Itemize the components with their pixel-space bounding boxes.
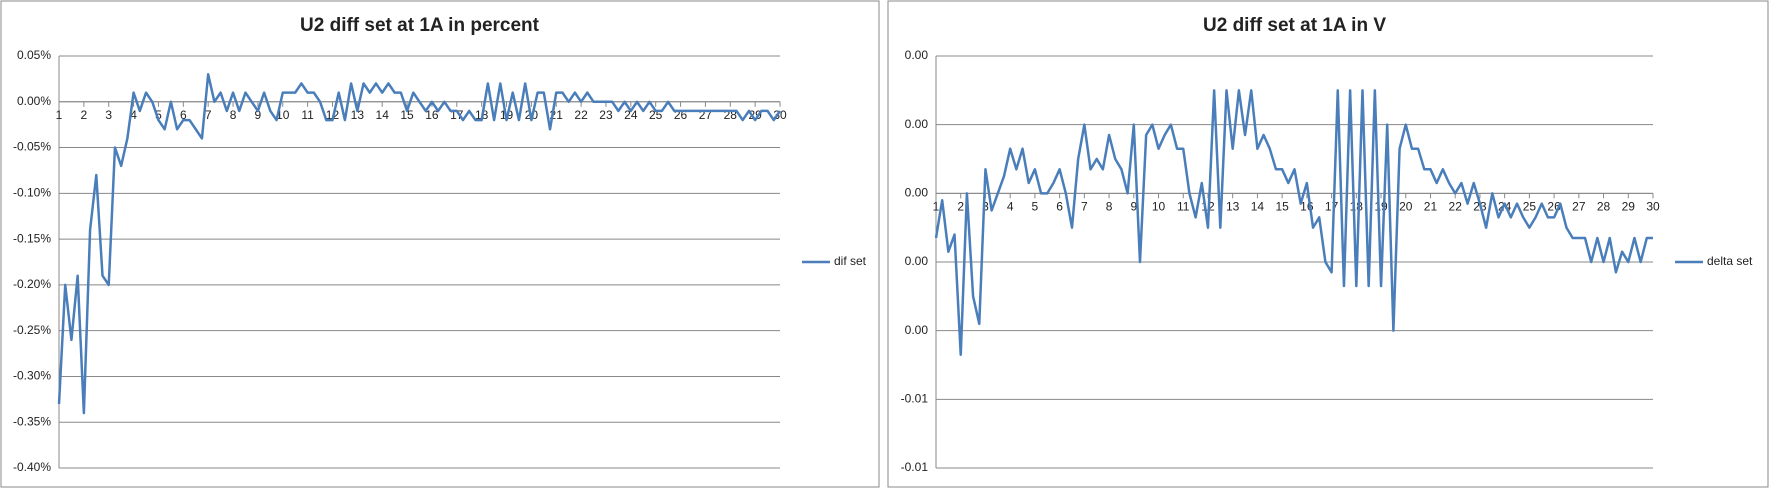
x-tick-label: 11 bbox=[301, 108, 314, 122]
x-tick-label: 5 bbox=[1032, 200, 1039, 214]
y-tick-label: -0.40% bbox=[13, 460, 51, 474]
x-tick-label: 3 bbox=[982, 200, 989, 214]
x-tick-label: 16 bbox=[425, 108, 439, 122]
legend-label: delta set bbox=[1707, 254, 1753, 268]
y-tick-label: 0.00 bbox=[905, 117, 929, 131]
y-tick-label: -0.01 bbox=[901, 460, 929, 474]
y-tick-label: -0.30% bbox=[13, 369, 51, 383]
x-tick-label: 4 bbox=[130, 108, 137, 122]
x-tick-label: 3 bbox=[105, 108, 112, 122]
y-tick-label: 0.00 bbox=[905, 48, 929, 62]
y-tick-label: 0.00 bbox=[905, 254, 929, 268]
x-tick-label: 8 bbox=[1106, 200, 1113, 214]
y-tick-label: -0.15% bbox=[13, 231, 51, 245]
y-tick-label: -0.25% bbox=[13, 323, 51, 337]
x-tick-label: 9 bbox=[1130, 200, 1137, 214]
x-tick-label: 15 bbox=[1275, 200, 1289, 214]
x-tick-label: 5 bbox=[155, 108, 162, 122]
x-tick-label: 10 bbox=[1152, 200, 1166, 214]
x-tick-label: 20 bbox=[1399, 200, 1413, 214]
x-tick-label: 17 bbox=[1325, 200, 1339, 214]
x-tick-label: 27 bbox=[1572, 200, 1586, 214]
x-tick-label: 22 bbox=[1449, 200, 1463, 214]
x-tick-label: 2 bbox=[957, 200, 964, 214]
y-tick-label: 0.00 bbox=[905, 323, 929, 337]
x-tick-label: 29 bbox=[748, 108, 762, 122]
x-tick-label: 13 bbox=[1226, 200, 1240, 214]
y-tick-label: 0.00% bbox=[17, 94, 51, 108]
x-tick-label: 21 bbox=[1424, 200, 1438, 214]
chart-title: U2 diff set at 1A in V bbox=[1203, 15, 1386, 36]
x-tick-label: 1 bbox=[933, 200, 940, 214]
y-tick-label: -0.05% bbox=[13, 140, 51, 154]
x-tick-label: 19 bbox=[1374, 200, 1388, 214]
x-tick-label: 14 bbox=[376, 108, 390, 122]
x-tick-label: 2 bbox=[81, 108, 88, 122]
x-tick-label: 30 bbox=[773, 108, 787, 122]
x-tick-label: 22 bbox=[574, 108, 588, 122]
y-tick-label: 0.05% bbox=[17, 48, 51, 62]
x-tick-label: 4 bbox=[1007, 200, 1014, 214]
x-tick-label: 23 bbox=[599, 108, 613, 122]
y-tick-label: -0.01 bbox=[901, 392, 929, 406]
x-tick-label: 28 bbox=[1597, 200, 1611, 214]
x-tick-label: 6 bbox=[1056, 200, 1063, 214]
x-tick-label: 25 bbox=[1523, 200, 1537, 214]
y-tick-label: -0.35% bbox=[13, 414, 51, 428]
y-tick-label: 0.00 bbox=[905, 186, 929, 200]
x-tick-label: 30 bbox=[1646, 200, 1660, 214]
x-tick-label: 11 bbox=[1177, 200, 1190, 214]
y-tick-label: -0.20% bbox=[13, 277, 51, 291]
x-tick-label: 29 bbox=[1622, 200, 1636, 214]
chart-title: U2 diff set at 1A in percent bbox=[300, 15, 540, 36]
y-tick-label: -0.10% bbox=[13, 186, 51, 200]
x-tick-label: 8 bbox=[230, 108, 237, 122]
chart-frame bbox=[887, 0, 1769, 488]
x-tick-label: 9 bbox=[255, 108, 262, 122]
data-line bbox=[57, 73, 782, 415]
x-tick-label: 1 bbox=[56, 108, 63, 122]
x-tick-label: 18 bbox=[1350, 200, 1364, 214]
legend-label: dif set bbox=[834, 254, 867, 268]
x-tick-label: 7 bbox=[205, 108, 212, 122]
x-tick-label: 24 bbox=[624, 108, 638, 122]
x-tick-label: 6 bbox=[180, 108, 187, 122]
chart-frame bbox=[0, 0, 880, 488]
x-tick-label: 14 bbox=[1251, 200, 1265, 214]
data-line bbox=[934, 89, 1653, 356]
x-tick-label: 15 bbox=[400, 108, 414, 122]
x-tick-label: 7 bbox=[1081, 200, 1088, 214]
x-tick-label: 13 bbox=[351, 108, 365, 122]
